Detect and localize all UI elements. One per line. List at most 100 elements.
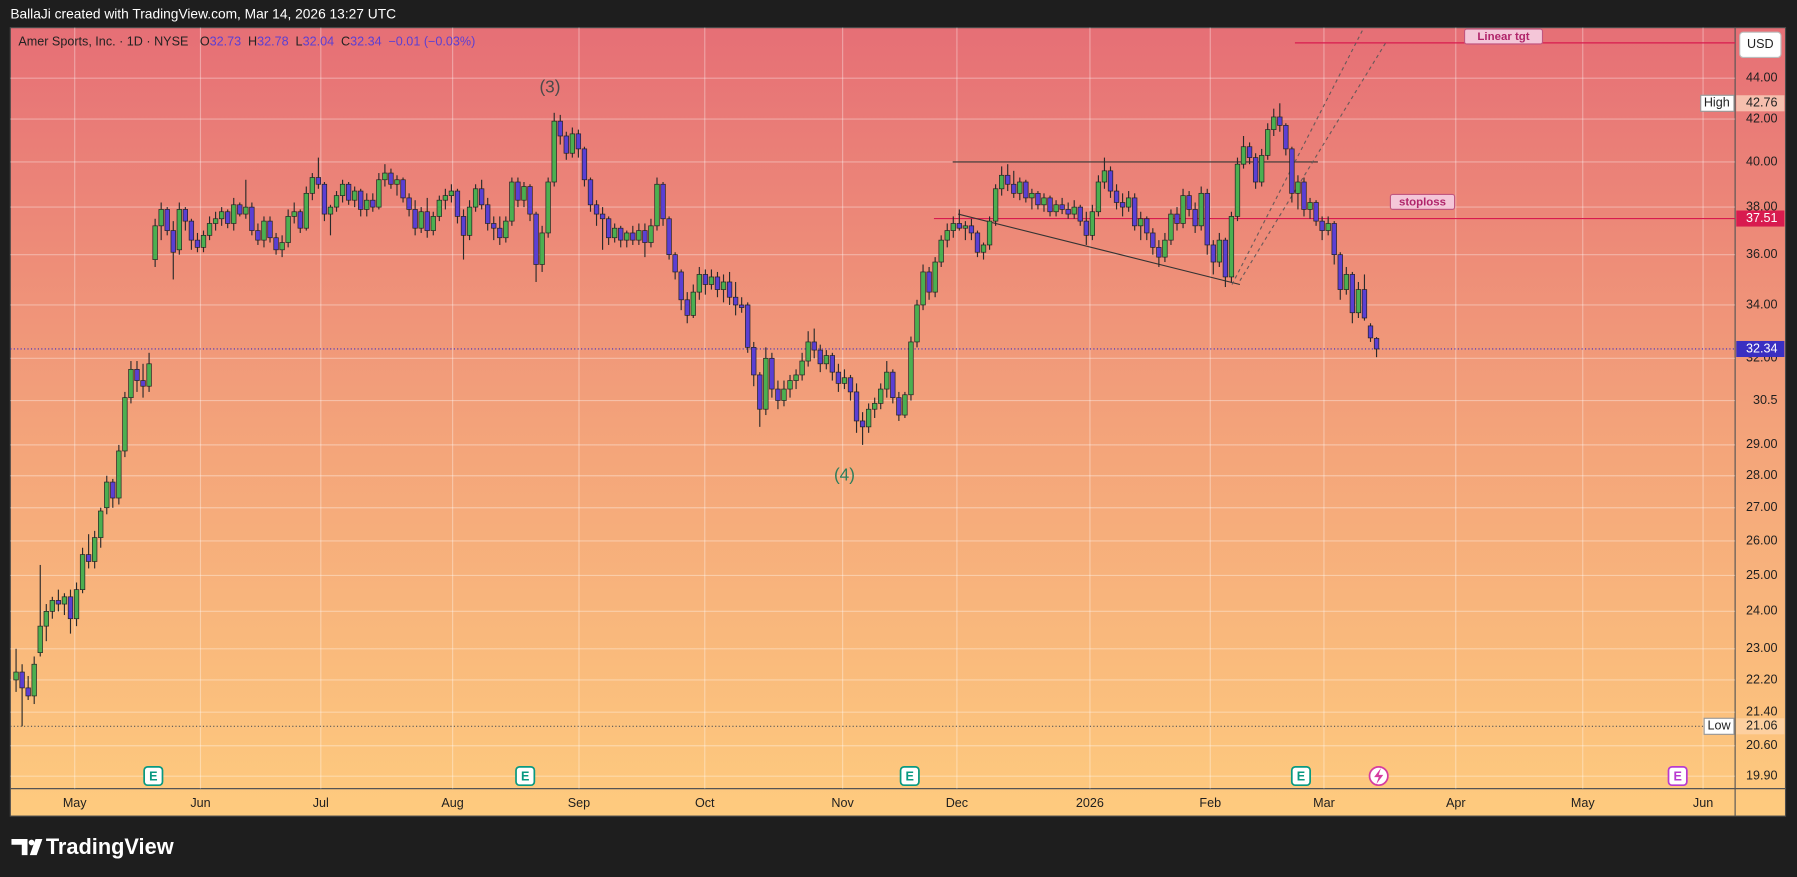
candle-body — [1355, 289, 1362, 314]
candle-body — [769, 357, 775, 390]
candle-body — [563, 135, 569, 154]
candle-body — [1119, 202, 1126, 208]
candle-body — [55, 600, 62, 605]
candle-body — [400, 179, 406, 199]
candle-body — [134, 369, 140, 381]
candle-body — [986, 220, 993, 246]
candle-body — [1053, 204, 1059, 213]
candle-body — [430, 216, 436, 231]
candle-body — [1246, 146, 1253, 158]
candle-body — [412, 209, 418, 229]
y-tick-label: 20.60 — [1746, 738, 1778, 752]
candle-body — [297, 211, 303, 229]
candle-body — [575, 133, 582, 150]
candle-body — [503, 220, 509, 239]
candle-body — [37, 625, 43, 653]
candle-body — [418, 211, 424, 229]
y-tick-label: 19.90 — [1746, 768, 1778, 782]
candle-body — [739, 304, 745, 308]
ohlc-label: C — [341, 35, 350, 49]
candle-body — [612, 227, 618, 239]
candle-body — [763, 357, 769, 410]
candle-body — [382, 172, 388, 181]
candle-body — [43, 611, 49, 627]
candle-body — [1180, 195, 1186, 224]
candle-body — [938, 239, 944, 263]
candle-body — [79, 554, 86, 590]
y-tick-label: 27.00 — [1746, 500, 1778, 514]
candle-body — [1132, 197, 1138, 227]
candle-body — [920, 271, 926, 306]
ohlc-value: 32.04 — [303, 35, 335, 49]
candle-body — [690, 291, 696, 316]
plot: May Jun Jul Aug Sep Oct Nov Dec 2026 Feb Mar Apr May… — [10, 27, 1785, 810]
low-value: 21.06 — [1746, 719, 1778, 733]
candle-body — [1234, 163, 1241, 217]
candle-body — [303, 192, 309, 229]
candle-body — [751, 347, 757, 376]
wave-label: (3) — [539, 77, 560, 97]
y-tick-label: 36.00 — [1746, 247, 1778, 261]
candle-body — [908, 341, 914, 396]
event-label: E — [1673, 769, 1681, 783]
candle-body — [569, 133, 575, 154]
candle-body — [781, 388, 787, 401]
candle-body — [1228, 216, 1235, 278]
candle-body — [1367, 325, 1374, 339]
event-icon — [143, 765, 164, 787]
candle-body — [999, 174, 1005, 190]
candle-body — [176, 209, 182, 251]
candle-body — [85, 554, 92, 562]
candle-body — [1095, 181, 1102, 213]
candle-body — [261, 220, 267, 241]
low-label: Low — [1708, 719, 1732, 733]
candle-body — [472, 188, 479, 208]
candle-body — [364, 199, 370, 210]
y-tick-label: 40.00 — [1746, 154, 1778, 168]
x-tick-label: May — [63, 796, 87, 810]
candle-body — [605, 218, 612, 239]
candle-body — [593, 204, 600, 215]
y-tick-label: 25.00 — [1746, 568, 1778, 582]
candle-body — [968, 225, 975, 234]
candle-body — [630, 232, 636, 241]
high-box — [1736, 95, 1785, 112]
candle-body — [345, 183, 352, 201]
candle-body — [1101, 170, 1108, 183]
candle-body — [1156, 247, 1162, 258]
y-tick-label: 30.5 — [1753, 393, 1778, 407]
candle-body — [333, 195, 340, 208]
candle-body — [315, 177, 322, 185]
legend-change: −0.01 (−0.03%) — [388, 35, 475, 49]
candle-body — [672, 254, 678, 273]
candle-body — [339, 183, 346, 196]
candle-body — [267, 220, 273, 239]
y-tick-label: 34.00 — [1746, 297, 1778, 311]
candle-body — [932, 261, 938, 293]
candle-body — [255, 230, 261, 241]
candle-body — [847, 377, 854, 393]
candle-body — [497, 227, 503, 239]
event-icon — [1290, 765, 1311, 787]
candle-body — [1168, 213, 1174, 241]
brand: TradingView — [46, 834, 174, 859]
candle-body — [1041, 197, 1047, 206]
legend: Amer Sports, Inc. · 1D · NYSE O32.73 H32.7… — [18, 35, 475, 49]
ohlc-label: H — [248, 35, 257, 49]
candle-body — [1107, 170, 1114, 192]
candle-body — [896, 397, 902, 416]
candle-body — [104, 481, 110, 509]
candle-body — [811, 341, 817, 351]
candle-body — [841, 377, 848, 384]
event-icon — [1667, 765, 1688, 787]
candle-body — [1083, 220, 1089, 236]
candle-body — [321, 183, 328, 215]
candle-body — [146, 363, 152, 387]
candle-body — [110, 481, 116, 499]
y-tick-label: 29.00 — [1746, 437, 1778, 451]
candle-body — [992, 188, 999, 222]
candle-body — [243, 206, 249, 215]
x-tick-label: Nov — [831, 796, 854, 810]
candle-body — [521, 186, 527, 201]
level-tag — [1389, 193, 1456, 210]
